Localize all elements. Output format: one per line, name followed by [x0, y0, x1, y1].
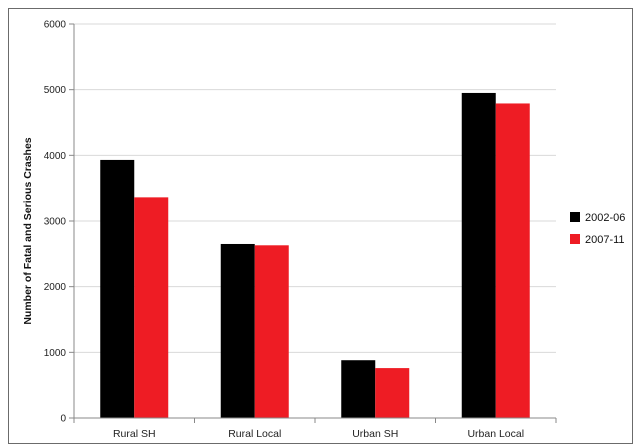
bar-rural-local-2002-06 — [220, 243, 255, 418]
bar-urban-sh-2007-11 — [375, 368, 410, 418]
bar-urban-local-2007-11 — [495, 103, 530, 418]
x-category-label: Rural Local — [228, 428, 281, 440]
legend-label: 2007-11 — [585, 234, 625, 246]
legend-swatch — [570, 212, 580, 222]
x-category-label: Urban Local — [467, 428, 524, 440]
bar-urban-local-2002-06 — [461, 92, 496, 418]
y-tick-label: 6000 — [44, 20, 67, 31]
y-tick-label: 2000 — [44, 282, 67, 293]
x-category-label: Urban SH — [352, 428, 398, 440]
y-tick-label: 4000 — [44, 151, 67, 162]
bar-rural-sh-2002-06 — [100, 159, 135, 418]
bar-rural-local-2007-11 — [254, 245, 289, 418]
y-tick-label: 1000 — [44, 348, 67, 359]
y-tick-label: 0 — [60, 414, 66, 425]
legend-label: 2002-06 — [585, 212, 625, 224]
legend: 2002-06 2007-11 — [570, 212, 625, 246]
y-tick-label: 3000 — [44, 217, 67, 228]
y-axis-title: Number of Fatal and Serious Crashes — [22, 137, 34, 324]
y-tick-label: 5000 — [44, 85, 67, 96]
bars — [100, 92, 530, 418]
x-axis-labels: Rural SH Rural Local Urban SH Urban Local — [73, 418, 557, 440]
x-category-label: Rural SH — [113, 428, 156, 440]
bar-rural-sh-2007-11 — [134, 197, 169, 418]
bar-urban-sh-2002-06 — [341, 360, 376, 418]
legend-swatch — [570, 234, 580, 244]
y-axis-ticks: 0 1000 2000 3000 4000 5000 6000 — [44, 20, 75, 425]
